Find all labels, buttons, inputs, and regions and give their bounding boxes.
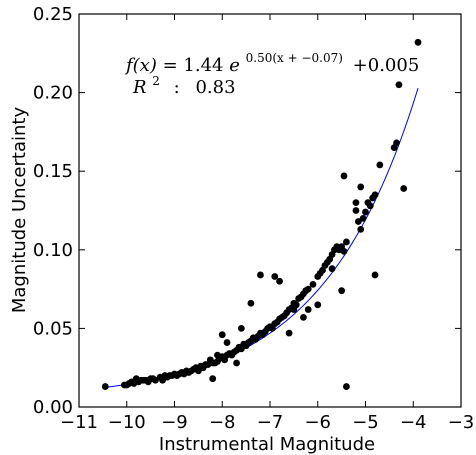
y-axis-label: Magnitude Uncertainty	[9, 107, 30, 314]
x-tick-label: −6	[304, 412, 331, 433]
x-axis-label: Instrumental Magnitude	[159, 434, 375, 455]
data-point	[304, 306, 312, 313]
data-point	[359, 214, 367, 222]
data-point	[340, 247, 348, 255]
data-point	[414, 38, 422, 46]
fit-exponent: 0.50(x + −0.07)	[246, 51, 343, 65]
data-point	[237, 325, 245, 332]
y-tick-label: 0.15	[33, 161, 73, 182]
data-point	[314, 301, 322, 309]
data-point	[400, 185, 408, 192]
x-tick-label: −9	[161, 412, 188, 433]
fit-eq-sign: =	[163, 55, 178, 76]
data-point	[300, 313, 307, 321]
data-point	[233, 359, 240, 367]
data-point	[362, 208, 369, 216]
data-point	[290, 306, 298, 313]
data-point	[357, 183, 365, 191]
y-tick-label: 0.20	[33, 83, 73, 104]
fit-offset: +0.005	[353, 55, 420, 76]
r2-symbol: R	[132, 77, 147, 98]
fit-coef: 1.44	[183, 55, 223, 76]
data-point	[343, 383, 350, 390]
data-point	[328, 265, 336, 273]
x-tick-label: −7	[257, 412, 284, 433]
x-tick-label: −3	[448, 412, 475, 433]
data-point	[271, 273, 279, 280]
data-point	[395, 81, 403, 89]
x-tick-label: −5	[352, 412, 379, 433]
data-point	[247, 299, 255, 307]
data-point	[257, 271, 264, 279]
data-points-layer	[101, 38, 422, 390]
data-point	[357, 225, 365, 233]
data-point	[371, 271, 379, 279]
fit-base: e	[229, 55, 240, 76]
r2-label: R 2 : 0.83	[132, 69, 236, 98]
data-point	[276, 277, 283, 285]
data-point	[340, 172, 348, 180]
data-point	[338, 287, 346, 295]
x-tick-label: −11	[60, 412, 98, 433]
y-axis-ticks: 0.00 0.05 0.10 0.15 0.20 0.25	[33, 4, 461, 418]
x-axis-ticks: −11 −10 −9 −8 −7 −6 −5 −4 −3	[60, 14, 474, 433]
fit-curve-line	[105, 88, 419, 388]
data-point	[101, 383, 109, 390]
data-point	[376, 161, 384, 169]
r2-sep: :	[174, 77, 180, 98]
data-point	[218, 331, 226, 339]
r2-sup: 2	[152, 74, 160, 88]
x-tick-label: −8	[209, 412, 236, 433]
data-point	[366, 202, 374, 210]
data-point	[371, 191, 379, 199]
data-point	[343, 238, 350, 246]
data-point	[352, 207, 360, 214]
y-tick-label: 0.10	[33, 240, 73, 261]
x-tick-label: −4	[400, 412, 427, 433]
data-point	[209, 375, 217, 383]
data-point	[223, 339, 231, 346]
data-point	[285, 329, 293, 337]
y-tick-label: 0.05	[33, 318, 73, 339]
fit-lhs: f(x)	[124, 55, 157, 76]
data-point	[352, 199, 360, 207]
data-point	[304, 285, 312, 293]
data-point	[393, 139, 400, 147]
fit-curve-layer	[105, 88, 419, 388]
r2-value: 0.83	[195, 77, 235, 98]
fit-equation-label: f(x) = 1.44 e 0.50(x + −0.07) +0.005	[124, 46, 419, 76]
y-tick-label: 0.00	[33, 397, 73, 418]
x-tick-label: −10	[108, 412, 146, 433]
data-point	[309, 280, 317, 288]
y-tick-label: 0.25	[33, 4, 73, 25]
